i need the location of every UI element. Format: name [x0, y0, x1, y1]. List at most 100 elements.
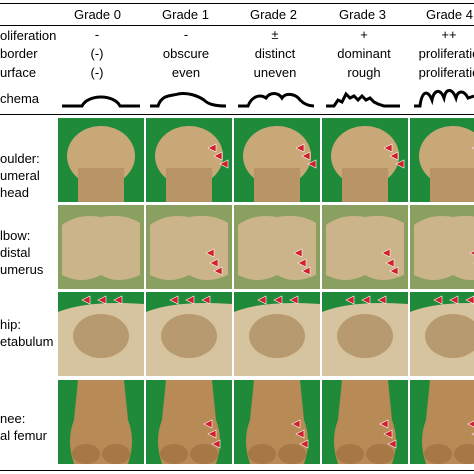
- lesion-arrow-icon: [449, 295, 459, 305]
- grade-header-4: Grade 4: [426, 7, 473, 22]
- lesion-arrow-icon: [273, 295, 283, 305]
- lesion-arrow-icon: [211, 439, 221, 449]
- specimen-photo-r1-c1: [146, 205, 232, 289]
- criteria-cell-r0-c1: -: [183, 27, 189, 42]
- lesion-arrow-icon: [257, 295, 267, 305]
- lesion-arrow-icon: [345, 295, 355, 305]
- grade-header-2: Grade 2: [250, 7, 297, 22]
- lesion-arrow-icon: [387, 439, 397, 449]
- criteria-cell-r0-c2: ±: [271, 27, 279, 42]
- criteria-cell-r0-c3: +: [360, 27, 368, 42]
- lesion-arrow-icon: [205, 248, 215, 258]
- region-label-knee: nee: al femur: [0, 411, 47, 443]
- lesion-arrow-icon: [395, 159, 405, 169]
- specimen-photo-r3-c1: [146, 380, 232, 464]
- criteria-cell-r1-c1: obscure: [162, 46, 210, 61]
- lesion-arrow-icon: [291, 419, 301, 429]
- grade-header-0: Grade 0: [74, 7, 121, 22]
- lesion-arrow-icon: [465, 295, 474, 305]
- schema-grade-4: [414, 89, 474, 108]
- specimen-photo-r2-c0: [58, 292, 144, 376]
- lesion-arrow-icon: [295, 143, 305, 153]
- specimen-photo-r0-c0: [58, 118, 144, 202]
- specimen-photo-r1-c0: [58, 205, 144, 289]
- lesion-arrow-icon: [307, 159, 317, 169]
- lesion-arrow-icon: [209, 258, 219, 268]
- region-label-hip: hip: etabulum: [0, 317, 54, 349]
- specimen-photo-r1-c2: [234, 205, 320, 289]
- criteria-cell-r1-c3: dominant: [337, 46, 391, 61]
- lesion-arrow-icon: [219, 159, 229, 169]
- lesion-arrow-icon: [289, 295, 299, 305]
- criteria-cell-r1-c0: (-): [90, 46, 104, 61]
- specimen-photo-r1-c3: [322, 205, 408, 289]
- lesion-arrow-icon: [383, 143, 393, 153]
- specimen-photo-r0-c4: [410, 118, 474, 202]
- lesion-arrow-icon: [169, 295, 179, 305]
- specimen-photo-r1-c4: [410, 205, 474, 289]
- lesion-arrow-icon: [361, 295, 371, 305]
- lesion-arrow-icon: [97, 295, 107, 305]
- criteria-cell-r2-c4: proliferatio: [418, 65, 474, 80]
- lesion-arrow-icon: [389, 266, 399, 276]
- lesion-arrow-icon: [379, 419, 389, 429]
- schema-grade-0: [62, 95, 140, 108]
- lesion-arrow-icon: [377, 295, 387, 305]
- criteria-label-proliferation: oliferation: [0, 28, 57, 43]
- lesion-arrow-icon: [203, 419, 213, 429]
- lesion-arrow-icon: [301, 151, 311, 161]
- specimen-photo-r2-c2: [234, 292, 320, 376]
- criteria-cell-r0-c4: ++: [441, 27, 457, 42]
- lesion-arrow-icon: [469, 250, 474, 256]
- grade-header-3: Grade 3: [339, 7, 386, 22]
- grade-header-1: Grade 1: [162, 7, 209, 22]
- schema-grade-3: [326, 91, 400, 108]
- specimen-photo-r0-c3: [322, 118, 408, 202]
- specimen-photo-r2-c3: [322, 292, 408, 376]
- lesion-arrow-icon: [381, 248, 391, 258]
- lesion-arrow-icon: [113, 295, 123, 305]
- criteria-cell-r1-c4: proliferatio: [418, 46, 474, 61]
- top-rule: [0, 3, 474, 4]
- lesion-arrow-icon: [433, 295, 443, 305]
- lesion-arrow-icon: [467, 420, 474, 428]
- specimen-photo-r0-c2: [234, 118, 320, 202]
- criteria-label-border: border: [0, 46, 38, 61]
- criteria-label-surface: urface: [0, 65, 37, 80]
- lesion-arrow-icon: [185, 295, 195, 305]
- specimen-photo-r3-c0: [58, 380, 144, 464]
- region-label-shoulder: oulder: umeral head: [0, 151, 40, 200]
- specimen-photo-r3-c3: [322, 380, 408, 464]
- lesion-arrow-icon: [207, 429, 217, 439]
- lesion-arrow-icon: [385, 258, 395, 268]
- header-rule: [0, 25, 474, 26]
- specimen-photo-r0-c1: [146, 118, 232, 202]
- criteria-cell-r1-c2: distinct: [254, 46, 296, 61]
- criteria-cell-r2-c3: rough: [347, 65, 381, 80]
- lesion-arrow-icon: [293, 248, 303, 258]
- schema-diagram: [62, 89, 474, 108]
- lesion-arrow-icon: [213, 151, 223, 161]
- lesion-arrow-icon: [297, 258, 307, 268]
- schema-grade-2: [238, 92, 315, 108]
- lesion-arrow-icon: [213, 266, 223, 276]
- lesion-arrow-icon: [389, 151, 399, 161]
- specimen-photo-r2-c4: [410, 292, 474, 376]
- specimen-photo-r2-c1: [146, 292, 232, 376]
- bottom-rule: [0, 470, 474, 471]
- lesion-arrow-icon: [201, 295, 211, 305]
- criteria-cell-r2-c0: (-): [90, 65, 104, 80]
- specimen-photo-r3-c4: [410, 380, 474, 464]
- lesion-arrow-icon: [207, 143, 217, 153]
- specimen-photo-r3-c2: [234, 380, 320, 464]
- lesion-arrow-icon: [295, 429, 305, 439]
- criteria-cell-r0-c0: -: [94, 27, 100, 42]
- region-label-elbow: lbow: distal umerus: [0, 228, 44, 277]
- lesion-arrow-icon: [383, 429, 393, 439]
- criteria-cell-r2-c1: even: [171, 65, 201, 80]
- lesion-arrow-icon: [81, 295, 91, 305]
- schema-rule: [0, 114, 474, 115]
- schema-grade-1: [150, 92, 227, 108]
- criteria-cell-r2-c2: uneven: [253, 65, 297, 80]
- schema-label: chema: [0, 91, 40, 106]
